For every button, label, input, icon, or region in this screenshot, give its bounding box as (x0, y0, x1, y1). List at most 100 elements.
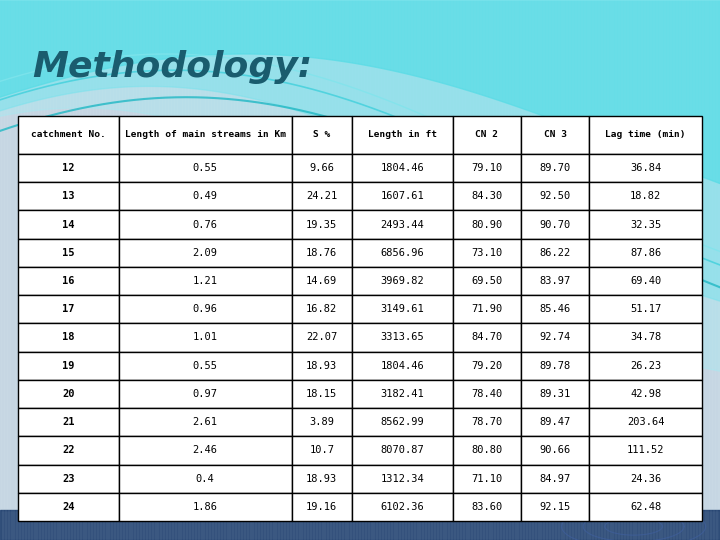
Text: 2.46: 2.46 (192, 446, 217, 455)
Text: Length of main streams in Km: Length of main streams in Km (125, 131, 286, 139)
Bar (292, 352, 352, 380)
Bar (352, 380, 453, 408)
Text: 83.60: 83.60 (471, 502, 503, 512)
Bar (453, 267, 521, 295)
Text: 1.21: 1.21 (192, 276, 217, 286)
Text: 0.4: 0.4 (196, 474, 215, 484)
Bar (352, 436, 453, 464)
Text: catchment No.: catchment No. (31, 131, 106, 139)
Bar (119, 116, 292, 154)
Text: 2493.44: 2493.44 (380, 220, 424, 229)
Bar (18, 211, 119, 239)
Text: 1804.46: 1804.46 (380, 361, 424, 371)
Bar (521, 464, 590, 493)
Text: 14.69: 14.69 (306, 276, 338, 286)
Bar (18, 267, 119, 295)
Bar (352, 211, 453, 239)
Text: 89.78: 89.78 (539, 361, 571, 371)
Text: CN 2: CN 2 (475, 131, 498, 139)
Bar (453, 239, 521, 267)
Bar (352, 182, 453, 211)
Text: 14: 14 (62, 220, 75, 229)
Text: 89.31: 89.31 (539, 389, 571, 399)
Bar (18, 182, 119, 211)
Text: Methodology:: Methodology: (32, 51, 312, 84)
Text: 0.55: 0.55 (192, 163, 217, 173)
Text: 0.76: 0.76 (192, 220, 217, 229)
Text: 85.46: 85.46 (539, 304, 571, 314)
Bar (292, 211, 352, 239)
Text: 26.23: 26.23 (630, 361, 661, 371)
Bar (352, 408, 453, 436)
Bar (590, 408, 702, 436)
Bar (453, 408, 521, 436)
Bar (292, 436, 352, 464)
Bar (453, 380, 521, 408)
Bar (18, 116, 119, 154)
Text: 17: 17 (62, 304, 75, 314)
Bar (292, 295, 352, 323)
Text: 1.86: 1.86 (192, 502, 217, 512)
Text: 0.55: 0.55 (192, 361, 217, 371)
Text: 6102.36: 6102.36 (380, 502, 424, 512)
Bar (590, 380, 702, 408)
Bar (590, 239, 702, 267)
Bar (292, 408, 352, 436)
Text: 0.97: 0.97 (192, 389, 217, 399)
Bar (590, 436, 702, 464)
Bar (119, 154, 292, 182)
Text: 92.15: 92.15 (539, 502, 571, 512)
Text: 3149.61: 3149.61 (380, 304, 424, 314)
Bar (18, 464, 119, 493)
Text: 2.61: 2.61 (192, 417, 217, 427)
Text: 23: 23 (62, 474, 75, 484)
Bar (119, 239, 292, 267)
Text: 20: 20 (62, 389, 75, 399)
Bar (292, 464, 352, 493)
Text: 21: 21 (62, 417, 75, 427)
Bar (18, 408, 119, 436)
Text: 71.10: 71.10 (471, 474, 503, 484)
Bar (119, 380, 292, 408)
Text: 203.64: 203.64 (627, 417, 665, 427)
Text: 69.40: 69.40 (630, 276, 661, 286)
Text: 83.97: 83.97 (539, 276, 571, 286)
Text: 16: 16 (62, 276, 75, 286)
Text: 3969.82: 3969.82 (380, 276, 424, 286)
Bar (590, 182, 702, 211)
Text: 84.30: 84.30 (471, 191, 503, 201)
Text: 1312.34: 1312.34 (380, 474, 424, 484)
Text: 87.86: 87.86 (630, 248, 661, 258)
Text: 18.93: 18.93 (306, 474, 338, 484)
Text: 1.01: 1.01 (192, 333, 217, 342)
Text: 13: 13 (62, 191, 75, 201)
Text: 2.09: 2.09 (192, 248, 217, 258)
Bar (590, 464, 702, 493)
Bar (18, 436, 119, 464)
Text: Lag time (min): Lag time (min) (606, 131, 686, 139)
Text: 111.52: 111.52 (627, 446, 665, 455)
Text: 32.35: 32.35 (630, 220, 661, 229)
Text: 51.17: 51.17 (630, 304, 661, 314)
Bar (292, 154, 352, 182)
Text: 84.97: 84.97 (539, 474, 571, 484)
Bar (453, 352, 521, 380)
Bar (18, 154, 119, 182)
Text: 3.89: 3.89 (310, 417, 334, 427)
Text: 79.20: 79.20 (471, 361, 503, 371)
Bar (18, 380, 119, 408)
Text: 16.82: 16.82 (306, 304, 338, 314)
Bar (521, 493, 590, 521)
Text: 15: 15 (62, 248, 75, 258)
Bar (352, 154, 453, 182)
Text: 71.90: 71.90 (471, 304, 503, 314)
Bar (590, 352, 702, 380)
Bar (352, 267, 453, 295)
Bar (590, 493, 702, 521)
Text: 78.70: 78.70 (471, 417, 503, 427)
Bar (453, 464, 521, 493)
Bar (119, 408, 292, 436)
Bar (521, 352, 590, 380)
Bar (521, 182, 590, 211)
Text: 18.76: 18.76 (306, 248, 338, 258)
